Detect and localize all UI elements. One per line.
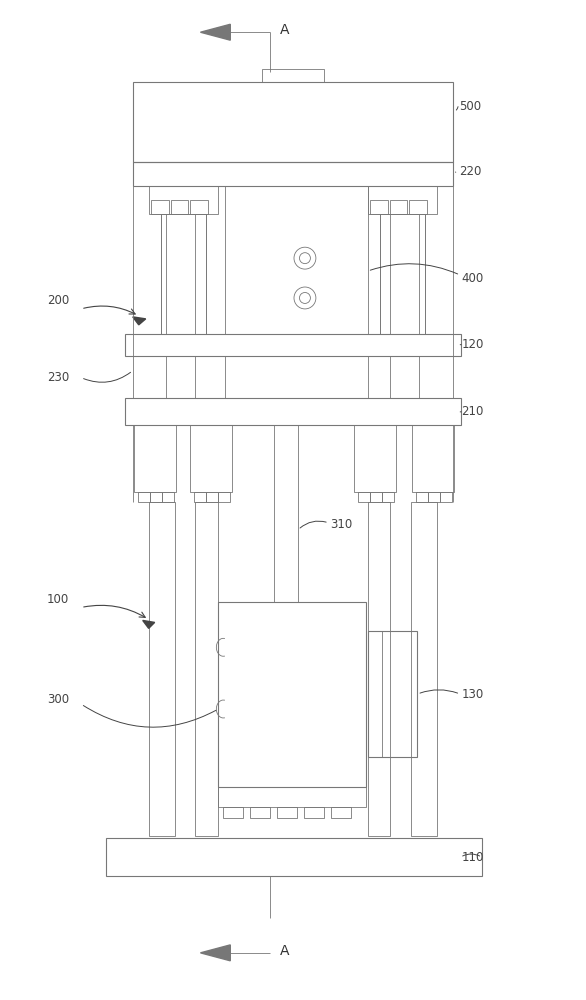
Text: 210: 210 — [461, 405, 483, 418]
Bar — [304, 807, 324, 818]
Bar — [277, 807, 297, 818]
Polygon shape — [133, 317, 146, 325]
Bar — [106, 838, 482, 876]
Bar — [262, 69, 324, 82]
Bar — [370, 492, 381, 502]
Bar — [151, 200, 169, 214]
Text: 100: 100 — [47, 593, 69, 606]
Bar — [149, 186, 219, 214]
Bar — [134, 425, 176, 492]
Text: A: A — [280, 23, 289, 37]
Bar — [206, 492, 219, 502]
Bar — [417, 492, 428, 502]
Bar — [190, 425, 232, 492]
Bar — [411, 502, 437, 836]
Bar — [413, 425, 454, 492]
Bar — [149, 492, 162, 502]
Text: 220: 220 — [459, 165, 482, 178]
Bar — [367, 502, 390, 836]
Bar — [367, 186, 437, 214]
Text: 200: 200 — [47, 294, 69, 307]
Bar — [125, 334, 461, 356]
Bar — [138, 492, 149, 502]
Bar — [171, 200, 189, 214]
Bar — [331, 807, 351, 818]
Bar — [195, 492, 206, 502]
Bar — [219, 787, 366, 807]
Polygon shape — [200, 24, 230, 40]
Polygon shape — [143, 620, 155, 628]
Bar — [370, 200, 387, 214]
Text: 110: 110 — [461, 851, 483, 864]
Text: 400: 400 — [461, 272, 483, 285]
Bar — [354, 425, 396, 492]
Bar — [428, 492, 440, 502]
Bar — [219, 492, 230, 502]
Bar — [380, 214, 425, 334]
Bar — [219, 602, 366, 787]
Bar — [223, 807, 243, 818]
Text: 230: 230 — [47, 371, 69, 384]
Bar — [149, 502, 175, 836]
Text: 310: 310 — [330, 518, 352, 531]
Bar — [196, 502, 219, 836]
Text: 130: 130 — [461, 688, 483, 701]
Bar — [381, 492, 394, 502]
Bar — [190, 200, 209, 214]
Text: 300: 300 — [47, 693, 69, 706]
Bar — [125, 398, 461, 425]
Polygon shape — [200, 945, 230, 961]
Bar — [440, 492, 452, 502]
Bar — [133, 162, 453, 186]
Bar — [367, 631, 417, 757]
Bar — [133, 82, 453, 162]
Bar — [390, 200, 407, 214]
Bar — [162, 492, 173, 502]
Bar — [250, 807, 270, 818]
Text: 120: 120 — [461, 338, 483, 351]
Text: A: A — [280, 944, 289, 958]
Bar — [410, 200, 427, 214]
Bar — [161, 214, 206, 334]
Bar — [357, 492, 370, 502]
Text: 500: 500 — [459, 100, 481, 113]
